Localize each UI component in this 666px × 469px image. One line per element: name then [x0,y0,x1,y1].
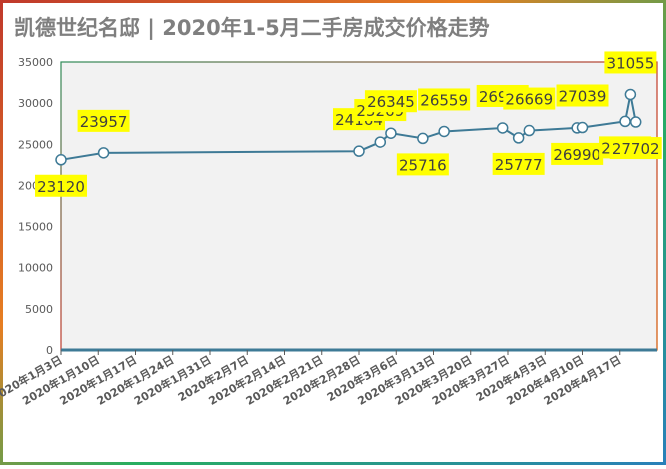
y-tick-label: 10000 [18,262,53,275]
data-label-text: 26990 [553,146,601,164]
data-label-bg [77,109,130,132]
data-markers [55,88,642,166]
data-label-bg [364,90,417,113]
data-label-text: 27039 [559,88,607,106]
data-label: 25777 [492,152,545,175]
data-label-bg [35,174,87,197]
data-point [385,127,397,139]
data-label-text: 25716 [399,156,447,174]
data-label-text: 26669 [505,91,553,109]
y-tick-label: 25000 [18,138,53,151]
data-label: 27039 [556,84,609,107]
y-tick-label: 5000 [25,303,53,316]
data-point [417,132,429,145]
data-label: 25716 [396,153,449,176]
y-tick-label: 35000 [18,56,53,69]
data-point [624,88,637,101]
data-label: 26345 [364,90,417,113]
data-label: 23120 [35,174,87,197]
data-label-text: 25777 [495,156,543,174]
data-label-bg [492,152,545,175]
data-label: 31055 [604,51,657,74]
data-point [523,124,536,137]
data-label-bg [604,51,657,74]
data-point [353,145,365,157]
data-point [374,136,387,148]
data-label-bg [418,88,471,111]
data-label-bg [609,137,662,160]
data-label-bg [396,153,449,176]
data-label-text: 26559 [420,91,468,109]
data-label: 27702 [609,137,662,160]
data-point [576,121,589,134]
data-point [97,147,110,159]
data-point [629,116,642,128]
data-label: 26990 [551,142,604,165]
data-point [55,154,67,166]
data-label-bg [551,142,604,165]
data-label: 23957 [77,109,130,132]
data-label-text: 27702 [612,140,660,158]
data-label-text: 31055 [607,54,655,72]
chart-title: 凯德世纪名邸 | 2020年1-5月二手房成交价格走势 [14,16,490,40]
data-point [619,115,631,128]
data-label-bg [556,84,609,107]
data-label: 26559 [418,88,471,111]
data-label-text: 23957 [80,113,128,131]
data-labels: 2312023957241642526926345257162655926983… [35,51,662,197]
y-axis: 05000100001500020000250003000035000 [18,56,53,357]
x-axis: 2020年1月3日2020年1月10日2020年1月17日2020年1月24日2… [0,348,657,408]
data-point [438,125,450,138]
data-point [512,132,525,144]
y-tick-label: 30000 [18,97,53,110]
y-tick-label: 15000 [18,221,53,234]
data-label-text: 26345 [367,93,415,111]
data-label: 26669 [503,87,556,110]
data-label-text: 23120 [37,178,85,196]
data-label-bg [503,87,556,110]
data-point [496,122,509,134]
y-tick-label: 0 [46,344,53,357]
